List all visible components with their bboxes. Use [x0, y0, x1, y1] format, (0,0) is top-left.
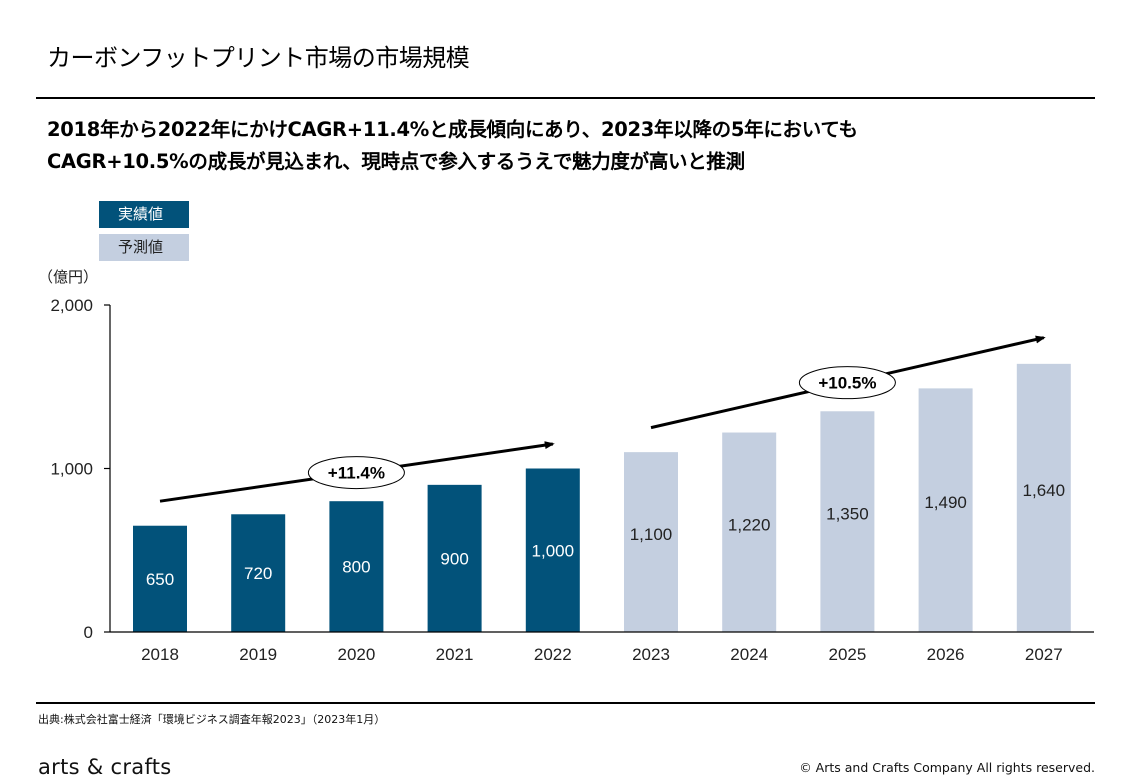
bar-value-label: 800 — [342, 558, 370, 577]
footer-divider — [36, 702, 1095, 704]
bar-2022 — [525, 468, 580, 632]
x-tick-label: 2027 — [1025, 645, 1063, 664]
bar-2018 — [133, 525, 187, 632]
bar-2025 — [820, 411, 875, 632]
bar-2024 — [722, 432, 777, 632]
headline-line-1: 2018年から2022年にかけCAGR+11.4%と成長傾向にあり、2023年以… — [47, 118, 858, 141]
copyright-text: © Arts and Crafts Company All rights res… — [799, 760, 1095, 775]
x-tick-label: 2023 — [632, 645, 670, 664]
bar-2019 — [231, 514, 286, 632]
y-axis-unit-label: （億円） — [38, 268, 99, 286]
headline: 2018年から2022年にかけCAGR+11.4%と成長傾向にあり、2023年以… — [47, 114, 858, 178]
x-tick-label: 2021 — [436, 645, 474, 664]
y-tick-label: 2,000 — [50, 296, 93, 315]
bar-value-label: 900 — [440, 549, 468, 568]
bar-value-label: 1,000 — [532, 541, 575, 560]
bar-value-label: 1,100 — [630, 525, 673, 544]
y-tick-label: 0 — [84, 623, 93, 642]
legend-forecast: 予測値 — [99, 234, 189, 261]
bar-value-label: 720 — [244, 564, 272, 583]
y-tick-label: 1,000 — [50, 460, 93, 479]
bar-value-label: 650 — [146, 570, 174, 589]
page-title: カーボンフットプリント市場の市場規模 — [47, 44, 470, 72]
headline-line-2: CAGR+10.5%の成長が見込まれ、現時点で参入するうえで魅力度が高いと推測 — [47, 150, 745, 173]
bar-2027 — [1016, 363, 1071, 632]
bar-value-label: 1,220 — [728, 515, 771, 534]
x-tick-label: 2022 — [534, 645, 572, 664]
x-tick-label: 2026 — [927, 645, 965, 664]
x-tick-label: 2020 — [337, 645, 375, 664]
bar-value-label: 1,640 — [1023, 481, 1066, 500]
title-divider — [36, 97, 1095, 99]
growth-rate-label: +11.4% — [328, 464, 385, 483]
bar-2021 — [427, 484, 482, 632]
bar-2026 — [918, 388, 973, 632]
bar-chart: 650 720 800 900 1,000 1,100 1,220 1,350 1,490 1,6… — [50, 296, 1094, 664]
growth-rate-bubble — [798, 366, 896, 400]
x-tick-label: 2024 — [730, 645, 768, 664]
x-tick-label: 2019 — [239, 645, 277, 664]
growth-rate-label: +10.5% — [818, 374, 876, 393]
bar-value-label: 1,350 — [826, 505, 869, 524]
source-note: 出典:株式会社富士経済「環境ビジネス調査年報2023」（2023年1月） — [38, 713, 386, 726]
legend-actual: 実績値 — [99, 201, 189, 228]
company-logo: arts & crafts — [38, 755, 172, 779]
bar-value-label: 1,490 — [924, 493, 967, 512]
growth-rate-bubble — [307, 456, 405, 490]
x-tick-label: 2018 — [141, 645, 179, 664]
bar-2020 — [329, 501, 384, 632]
x-tick-label: 2025 — [828, 645, 866, 664]
bar-2023 — [624, 452, 678, 632]
